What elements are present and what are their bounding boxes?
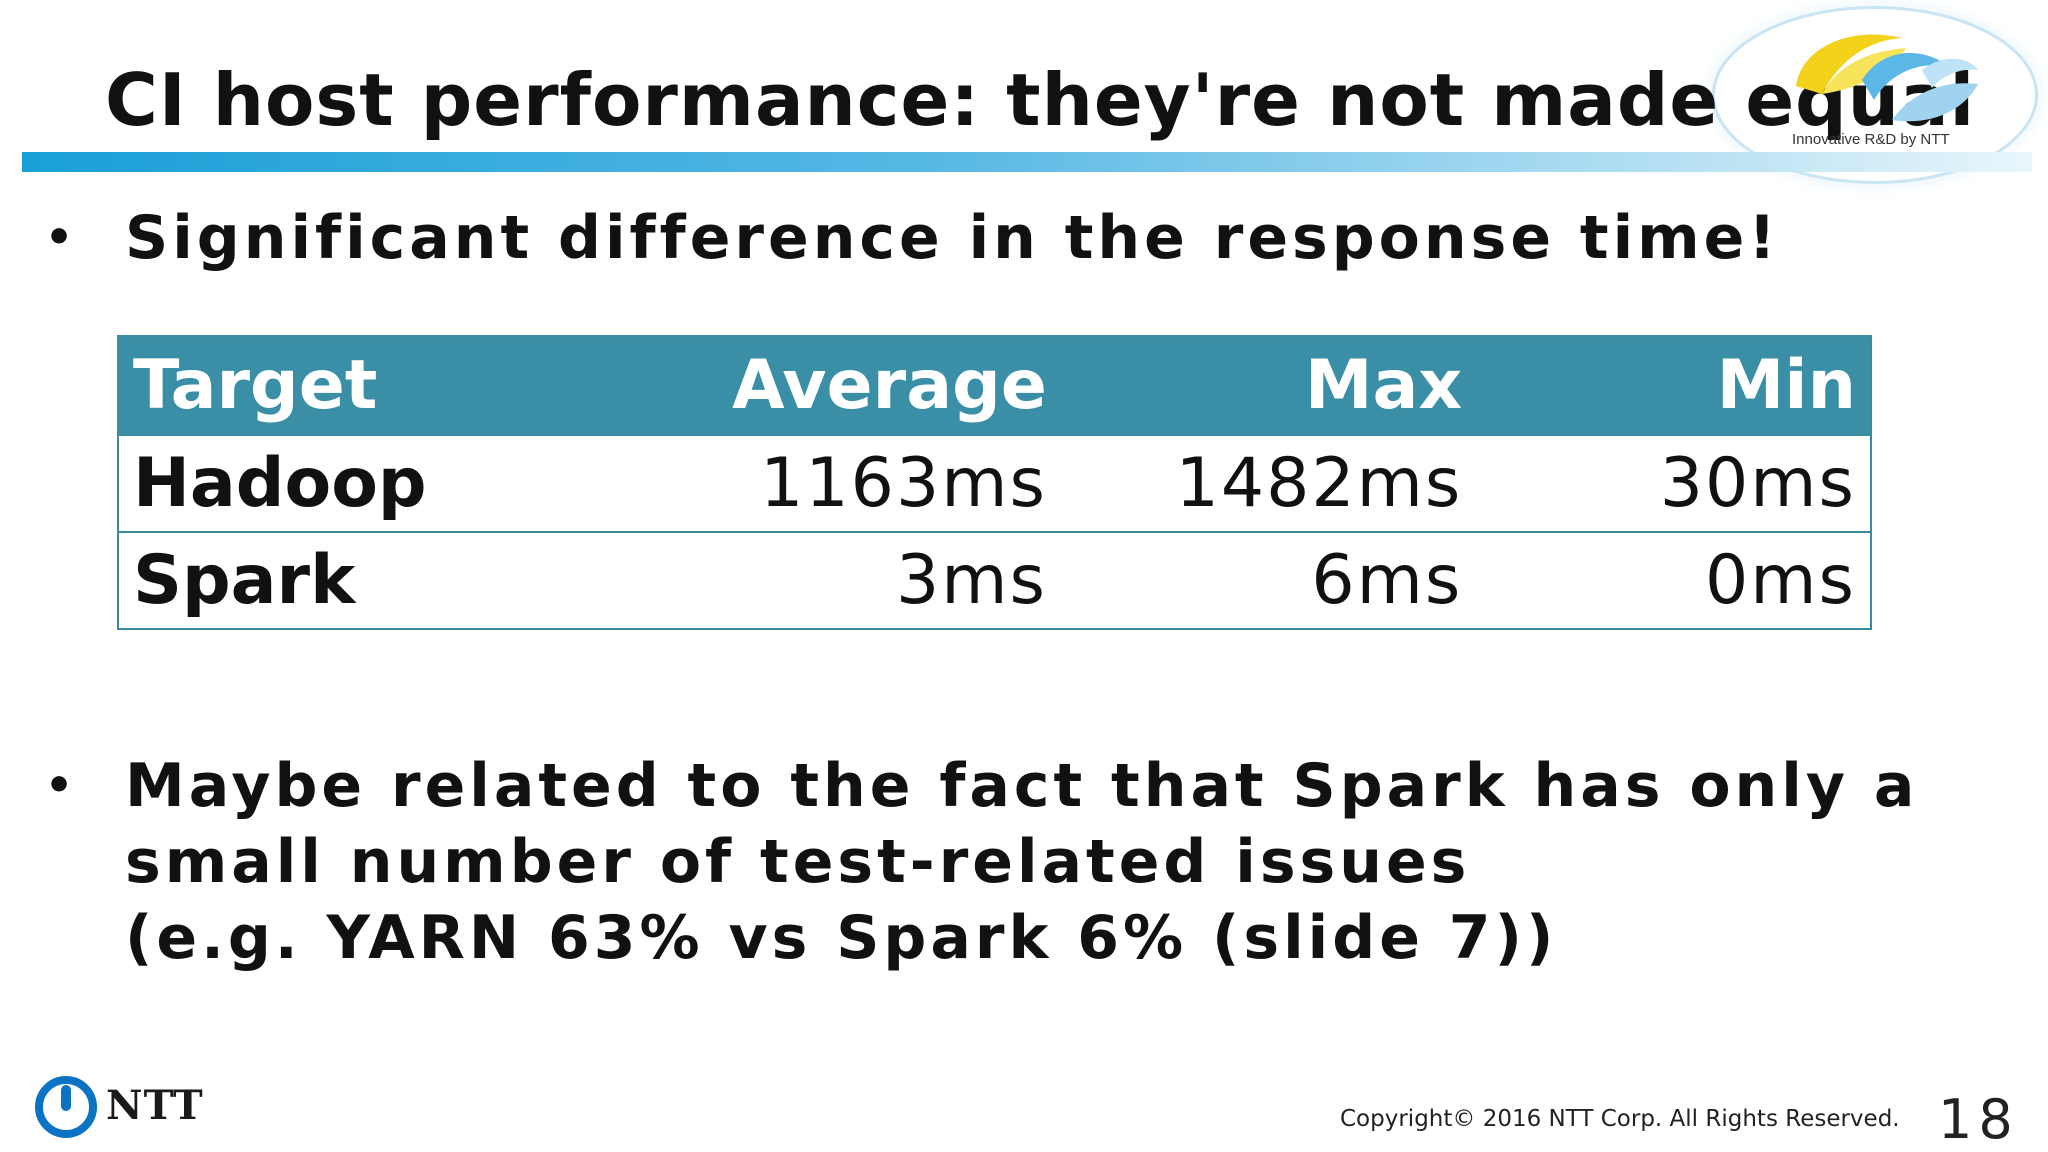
cell-min: 30ms xyxy=(1659,444,1856,523)
cell-average: 3ms xyxy=(895,541,1047,620)
cell-max: 6ms xyxy=(1311,541,1463,620)
tagline: Innovative R&D by NTT xyxy=(1792,131,1950,148)
header-average: Average xyxy=(732,346,1047,425)
cell-target: Spark xyxy=(133,541,356,620)
response-time-table: Target Average Max Min Hadoop 1163ms 148… xyxy=(117,335,1872,630)
table-row: Spark 3ms 6ms 0ms xyxy=(119,531,1870,628)
page-number: 18 xyxy=(1938,1088,2019,1151)
slide-title: CI host performance: they're not made eq… xyxy=(105,58,1976,142)
header-min: Min xyxy=(1716,346,1856,425)
bullet-dot-icon: • xyxy=(45,760,78,811)
cell-min: 0ms xyxy=(1705,541,1856,620)
cell-average: 1163ms xyxy=(760,444,1047,523)
table-header-row: Target Average Max Min xyxy=(119,337,1870,434)
copyright-notice: Copyright© 2016 NTT Corp. All Rights Res… xyxy=(1340,1106,1900,1132)
bullet-dot-icon: • xyxy=(45,212,78,263)
bullet-1-line-1: Significant difference in the response t… xyxy=(125,203,1780,273)
bullet-2: • Maybe related to the fact that Spark h… xyxy=(45,748,1918,976)
bullet-2-line-3: (e.g. YARN 63% vs Spark 6% (slide 7)) xyxy=(125,903,1558,973)
bullet-2-line-2: small number of test-related issues xyxy=(125,827,1471,897)
title-underline-bar xyxy=(22,152,2032,172)
ntt-logo-text: NTT xyxy=(106,1082,204,1129)
blue-swirl-icon xyxy=(1862,53,1978,122)
bullet-2-line-1: Maybe related to the fact that Spark has… xyxy=(125,751,1919,821)
bullet-1: • Significant difference in the response… xyxy=(45,200,1780,276)
table-row: Hadoop 1163ms 1482ms 30ms xyxy=(119,434,1870,531)
ntt-circle-logo-icon xyxy=(35,1076,97,1138)
header-target: Target xyxy=(133,346,378,425)
cell-max: 1482ms xyxy=(1175,444,1463,523)
header-max: Max xyxy=(1304,346,1463,425)
cell-target: Hadoop xyxy=(133,444,427,523)
